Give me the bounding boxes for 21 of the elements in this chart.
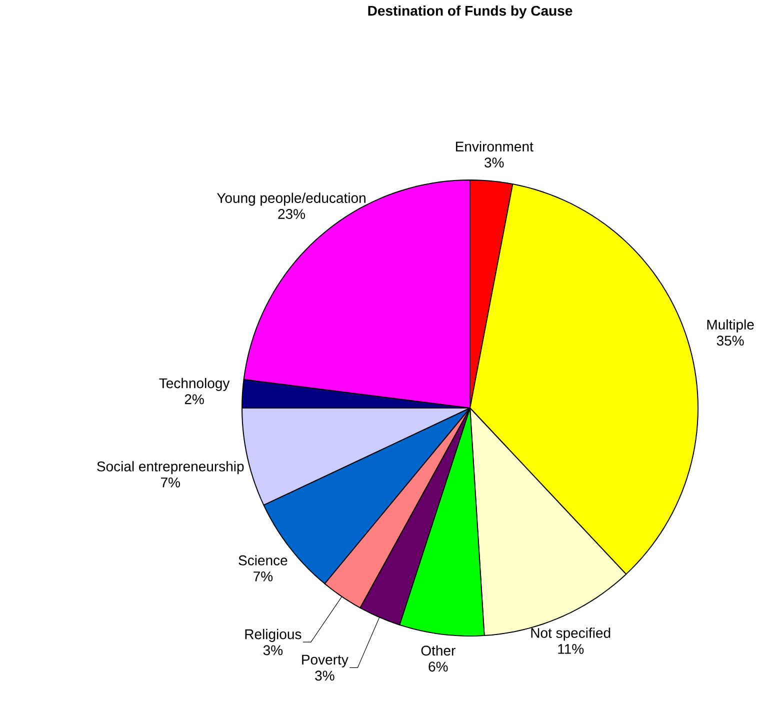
data-label: 3% xyxy=(484,158,504,168)
slice-label: Poverty xyxy=(302,654,348,668)
slice-label: Not specified xyxy=(531,628,610,641)
slice-label: Social entrepreneurship xyxy=(97,461,244,474)
slice-label: Religious xyxy=(245,628,302,642)
data-label: 2% xyxy=(184,394,204,404)
slice-label: Young people/education xyxy=(216,192,366,206)
data-label: 6% xyxy=(428,662,448,672)
data-label: 11% xyxy=(558,644,584,654)
slice-label: Technology xyxy=(159,378,230,391)
slice-label: Other xyxy=(421,645,456,656)
data-label: 23% xyxy=(278,209,306,219)
slice-label: Science xyxy=(238,555,288,566)
slice-label: Environment xyxy=(456,141,534,152)
data-label: 3% xyxy=(315,670,334,681)
slice-label: Multiple xyxy=(707,319,754,332)
chart-title: Destination of Funds by Cause xyxy=(368,5,572,19)
data-label: 7% xyxy=(160,478,180,488)
data-label: 7% xyxy=(254,571,273,582)
data-label: 3% xyxy=(263,645,283,656)
data-label: 35% xyxy=(716,336,744,346)
